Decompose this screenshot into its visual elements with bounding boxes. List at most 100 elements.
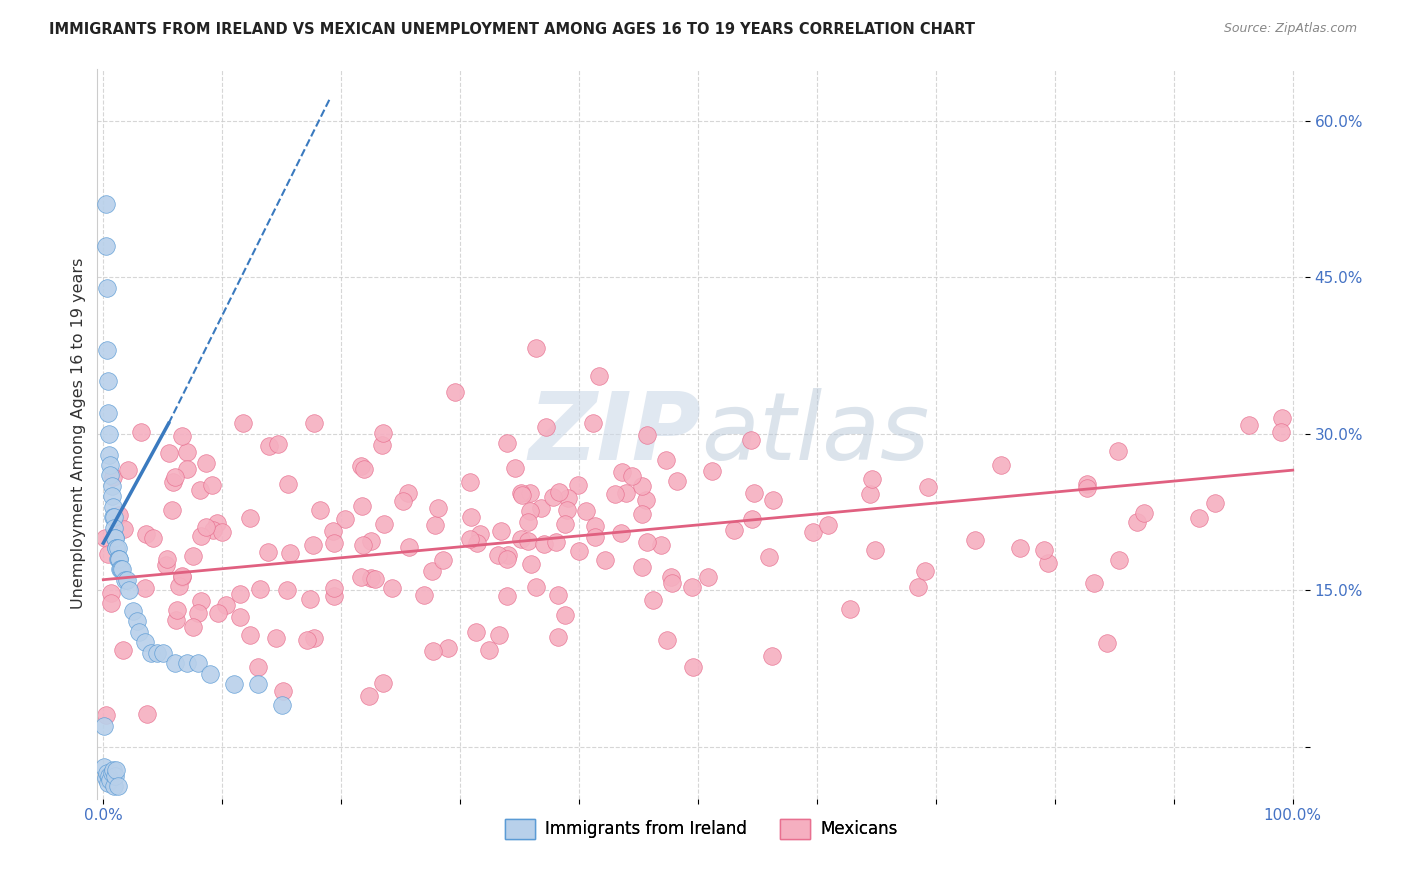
Point [239, 511, 262, 525]
Point [103, 779, 125, 793]
Point [176, 461, 198, 475]
Point [740, 433, 762, 447]
Point [122, 604, 145, 618]
Point [139, 646, 162, 660]
Point [97, 547, 120, 561]
Point [266, 632, 288, 646]
Point [1036, 557, 1059, 571]
Point [413, 588, 436, 602]
Point [696, 570, 718, 584]
Point [249, 582, 271, 596]
Point [353, 462, 375, 476]
Point [224, 677, 246, 691]
Point [170, 568, 193, 582]
Point [516, 515, 538, 529]
Text: IMMIGRANTS FROM IRELAND VS MEXICAN UNEMPLOYMENT AMONG AGES 16 TO 19 YEARS CORREL: IMMIGRANTS FROM IRELAND VS MEXICAN UNEMP… [49, 22, 976, 37]
Point [169, 578, 191, 592]
Point [588, 368, 610, 383]
Point [156, 552, 179, 566]
Point [554, 517, 576, 532]
Point [458, 475, 481, 490]
Point [1083, 575, 1105, 590]
Point [100, 468, 122, 483]
Point [990, 458, 1012, 472]
Point [176, 656, 198, 670]
Point [422, 644, 444, 658]
Point [1107, 444, 1129, 458]
Point [860, 472, 883, 486]
Point [1126, 516, 1149, 530]
Point [270, 698, 292, 712]
Point [427, 501, 450, 516]
Point [496, 435, 519, 450]
Point [105, 541, 128, 556]
Point [465, 536, 488, 550]
Point [1095, 636, 1118, 650]
Point [155, 558, 177, 573]
Point [108, 562, 131, 576]
Point [373, 676, 395, 690]
Point [505, 461, 527, 475]
Point [117, 463, 139, 477]
Point [195, 456, 218, 470]
Point [101, 510, 124, 524]
Point [541, 491, 564, 505]
Point [575, 504, 598, 518]
Point [146, 646, 169, 660]
Point [110, 562, 132, 576]
Point [107, 541, 129, 556]
Point [142, 531, 165, 545]
Point [162, 502, 184, 516]
Point [583, 530, 606, 544]
Point [519, 486, 541, 500]
Point [612, 465, 634, 479]
Point [546, 535, 568, 549]
Point [297, 632, 319, 647]
Point [215, 598, 238, 612]
Point [1237, 418, 1260, 433]
Point [170, 429, 193, 443]
Point [165, 470, 187, 484]
Point [496, 549, 519, 563]
Point [758, 549, 780, 564]
Point [152, 646, 174, 660]
Point [101, 763, 124, 777]
Point [128, 624, 150, 639]
Point [302, 632, 325, 646]
Point [443, 384, 465, 399]
Point [533, 536, 555, 550]
Point [271, 683, 294, 698]
Point [761, 648, 783, 663]
Point [460, 510, 482, 524]
Y-axis label: Unemployment Among Ages 16 to 19 years: Unemployment Among Ages 16 to 19 years [72, 258, 86, 609]
Point [94, 708, 117, 723]
Point [104, 531, 127, 545]
Point [661, 575, 683, 590]
Point [93, 719, 115, 733]
Point [655, 452, 678, 467]
Point [299, 591, 322, 606]
Point [1108, 553, 1130, 567]
Point [134, 582, 156, 596]
Point [465, 624, 488, 639]
Point [105, 541, 128, 556]
Point [360, 571, 382, 585]
Point [548, 484, 571, 499]
Point [97, 406, 120, 420]
Point [188, 483, 211, 497]
Point [666, 474, 689, 488]
Point [107, 551, 129, 566]
Point [111, 562, 134, 576]
Point [1270, 425, 1292, 439]
Point [165, 614, 187, 628]
Point [277, 477, 299, 491]
Point [681, 580, 703, 594]
Point [371, 438, 394, 452]
Point [107, 779, 129, 793]
Point [190, 594, 212, 608]
Point [94, 771, 117, 785]
Point [554, 608, 576, 623]
Point [335, 512, 357, 526]
Point [107, 551, 129, 566]
Text: Source: ZipAtlas.com: Source: ZipAtlas.com [1223, 22, 1357, 36]
